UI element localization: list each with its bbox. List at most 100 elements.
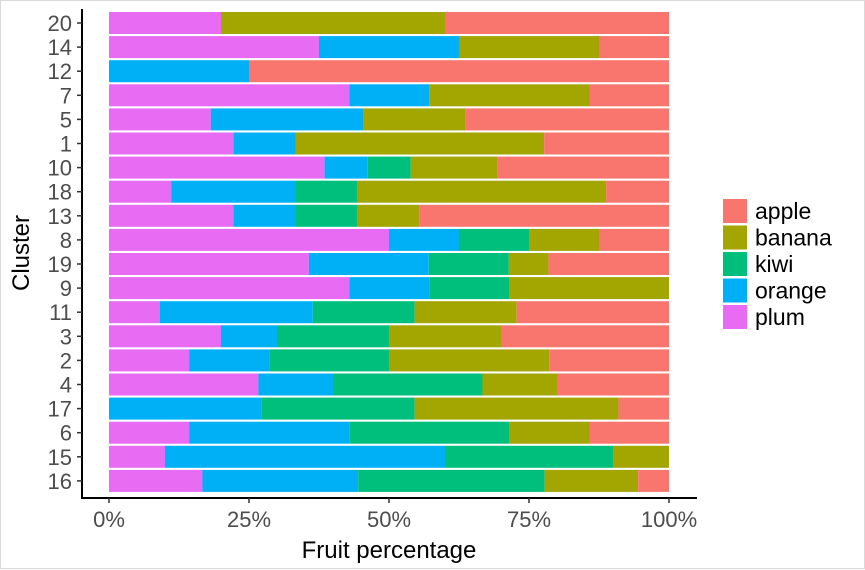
bar-segment-apple-cluster-13 xyxy=(419,204,669,227)
y-tick-label: 5 xyxy=(60,107,72,132)
bar-segment-kiwi-cluster-18 xyxy=(295,180,358,203)
x-axis-title: Fruit percentage xyxy=(302,537,477,564)
bar-segment-orange-cluster-6 xyxy=(189,421,350,444)
bar-segment-plum-cluster-2 xyxy=(109,349,190,372)
legend-label-plum: plum xyxy=(755,304,805,330)
bar-segment-orange-cluster-15 xyxy=(165,445,445,468)
y-tick-label: 11 xyxy=(49,300,72,325)
x-tick-label: 0% xyxy=(93,507,125,532)
y-tick-label: 18 xyxy=(48,180,72,205)
x-tick-group: 0% 25% 50% 75% 100% xyxy=(93,498,697,532)
bar-segment-banana-cluster-4 xyxy=(482,373,557,396)
legend-label-orange: orange xyxy=(755,278,827,304)
bar-segment-plum-cluster-15 xyxy=(109,445,165,468)
bar-segment-apple-cluster-5 xyxy=(465,108,669,131)
bar-segment-banana-cluster-19 xyxy=(508,253,549,275)
bar-segment-orange-cluster-19 xyxy=(308,253,429,275)
bar-segment-plum-cluster-11 xyxy=(109,301,160,324)
bar-segment-banana-cluster-10 xyxy=(410,156,498,179)
y-tick-label: 13 xyxy=(48,204,72,229)
bar-segment-apple-cluster-4 xyxy=(557,373,669,396)
bar-segment-plum-cluster-10 xyxy=(109,156,325,179)
bar-segment-apple-cluster-1 xyxy=(544,132,669,155)
y-tick-label: 17 xyxy=(48,397,72,422)
bar-segment-orange-cluster-8 xyxy=(389,228,459,251)
bar-segment-plum-cluster-9 xyxy=(109,277,350,300)
bar-segment-apple-cluster-8 xyxy=(599,228,669,251)
y-tick-label: 6 xyxy=(60,421,72,446)
bar-segment-apple-cluster-10 xyxy=(497,156,669,179)
bar-segment-orange-cluster-12 xyxy=(109,60,249,83)
bar-segment-orange-cluster-11 xyxy=(159,301,313,324)
bar-segment-banana-cluster-13 xyxy=(357,204,420,227)
bar-segment-plum-cluster-6 xyxy=(109,421,190,444)
bar-segment-orange-cluster-18 xyxy=(171,180,296,203)
bar-segment-plum-cluster-16 xyxy=(109,469,203,492)
x-tick-label: 25% xyxy=(227,507,271,532)
bar-segment-apple-cluster-6 xyxy=(589,421,669,444)
bar-segment-banana-cluster-8 xyxy=(529,228,599,251)
bar-segment-kiwi-cluster-9 xyxy=(429,277,510,300)
bar-segment-kiwi-cluster-13 xyxy=(295,204,358,227)
bar-segment-orange-cluster-16 xyxy=(202,469,359,492)
x-tick-label: 50% xyxy=(367,507,411,532)
bar-segment-kiwi-cluster-3 xyxy=(277,325,389,348)
bar-segment-apple-cluster-11 xyxy=(516,301,669,324)
bar-segment-banana-cluster-20 xyxy=(221,12,445,34)
bar-segment-banana-cluster-11 xyxy=(414,301,517,324)
bar-segment-kiwi-cluster-16 xyxy=(358,469,545,492)
bar-segment-orange-cluster-14 xyxy=(319,36,459,59)
y-tick-label: 9 xyxy=(60,276,72,301)
bar-segment-banana-cluster-16 xyxy=(544,469,639,492)
legend-swatch-orange xyxy=(723,278,747,303)
y-tick-label: 16 xyxy=(48,469,72,494)
bar-segment-orange-cluster-4 xyxy=(258,373,333,396)
bar-segment-kiwi-cluster-11 xyxy=(312,301,415,324)
bar-segment-apple-cluster-3 xyxy=(501,325,669,348)
bar-segment-banana-cluster-17 xyxy=(414,397,619,420)
bar-segment-orange-cluster-10 xyxy=(324,156,368,179)
legend-label-kiwi: kiwi xyxy=(755,251,793,277)
bar-segment-apple-cluster-7 xyxy=(589,84,669,107)
bar-segment-orange-cluster-13 xyxy=(233,204,296,227)
bar-segment-plum-cluster-3 xyxy=(109,325,221,348)
bar-segment-plum-cluster-14 xyxy=(109,36,319,59)
legend-label-apple: apple xyxy=(755,198,811,224)
y-tick-label: 20 xyxy=(48,11,72,36)
legend-label-banana: banana xyxy=(755,225,832,251)
bar-segment-apple-cluster-12 xyxy=(249,60,669,83)
bar-segment-kiwi-cluster-19 xyxy=(428,253,509,275)
legend-swatch-plum xyxy=(723,305,747,329)
bar-segment-banana-cluster-9 xyxy=(509,277,669,300)
bar-segment-kiwi-cluster-4 xyxy=(333,373,483,396)
bar-segment-orange-cluster-17 xyxy=(109,397,262,420)
bar-segment-kiwi-cluster-8 xyxy=(459,228,529,251)
bar-segment-apple-cluster-14 xyxy=(599,36,669,59)
bar-segment-kiwi-cluster-2 xyxy=(269,349,389,372)
y-tick-label: 12 xyxy=(48,59,72,84)
y-tick-label: 1 xyxy=(60,132,72,157)
bars-group xyxy=(109,12,669,492)
bar-segment-orange-cluster-5 xyxy=(210,108,364,131)
bar-segment-banana-cluster-2 xyxy=(389,349,550,372)
bar-segment-banana-cluster-15 xyxy=(613,445,669,468)
bar-segment-kiwi-cluster-15 xyxy=(445,445,613,468)
bar-segment-banana-cluster-14 xyxy=(459,36,599,59)
bar-segment-plum-cluster-4 xyxy=(109,373,259,396)
bar-segment-banana-cluster-1 xyxy=(295,132,545,155)
bar-segment-banana-cluster-7 xyxy=(429,84,590,107)
y-tick-label: 15 xyxy=(48,445,72,470)
y-tick-label: 7 xyxy=(60,83,72,108)
bar-segment-banana-cluster-3 xyxy=(389,325,501,348)
bar-segment-plum-cluster-7 xyxy=(109,84,350,107)
legend-swatch-apple xyxy=(723,199,747,223)
bar-segment-plum-cluster-20 xyxy=(109,12,221,34)
bar-segment-plum-cluster-19 xyxy=(109,253,309,275)
bar-segment-kiwi-cluster-10 xyxy=(367,156,411,179)
bar-segment-plum-cluster-1 xyxy=(109,132,234,155)
bar-segment-plum-cluster-13 xyxy=(109,204,234,227)
bar-segment-plum-cluster-5 xyxy=(109,108,211,131)
